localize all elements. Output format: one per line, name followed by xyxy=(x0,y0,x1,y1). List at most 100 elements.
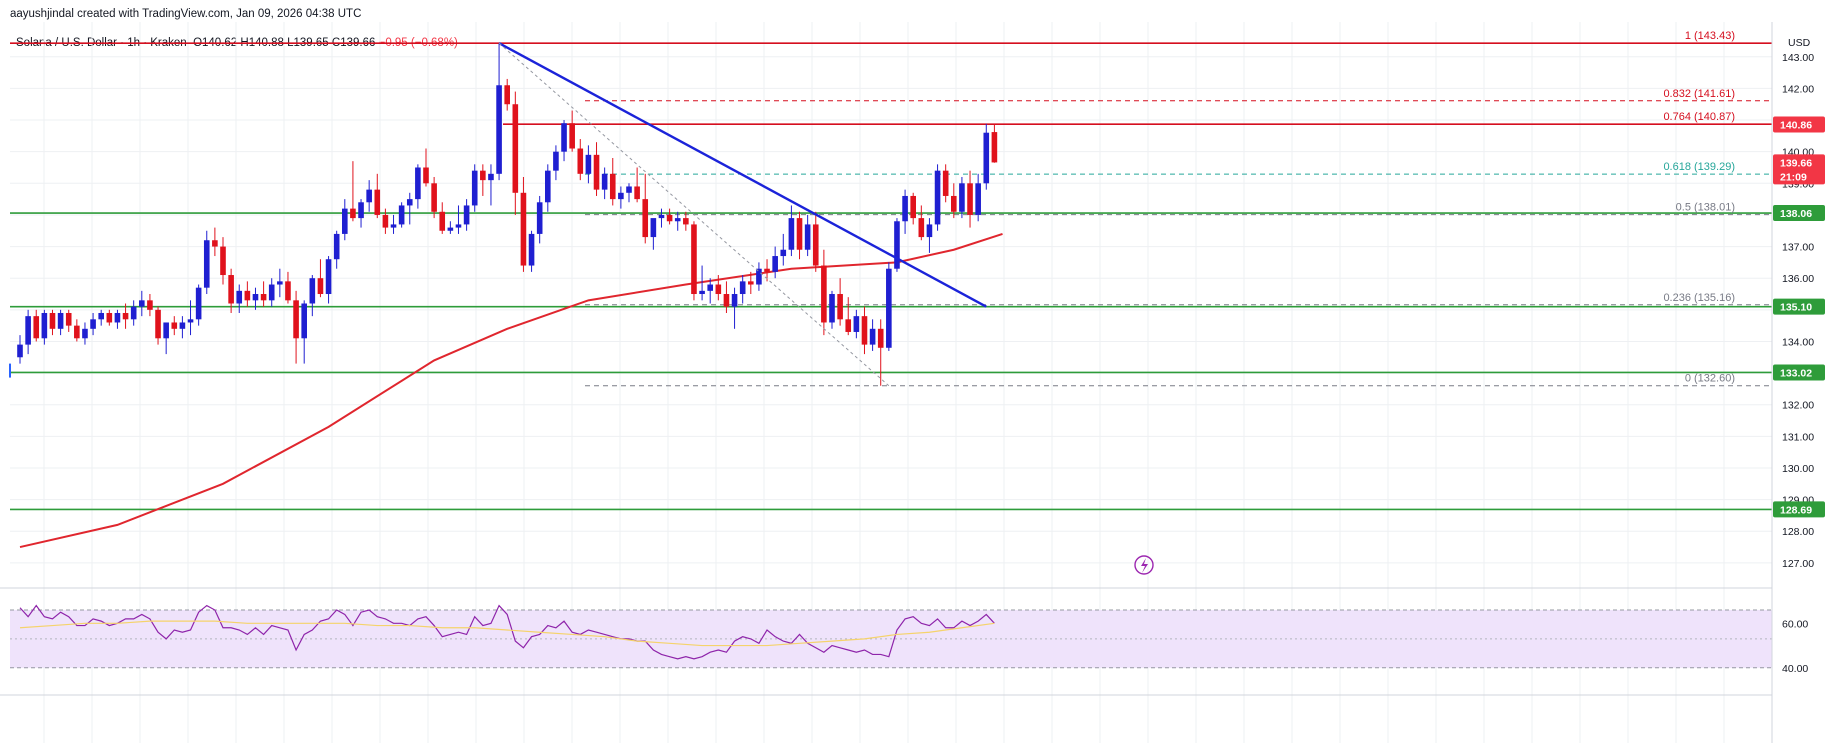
candle-body xyxy=(886,268,892,348)
candle-body xyxy=(861,316,868,345)
y-tick-label: 136.00 xyxy=(1782,273,1814,285)
candle-body xyxy=(666,214,673,222)
candle-body xyxy=(447,227,454,231)
candle-body xyxy=(951,195,957,212)
rsi-line xyxy=(19,604,995,660)
candle-body xyxy=(33,316,40,339)
candle-body xyxy=(626,186,632,193)
candle-body xyxy=(25,316,31,345)
candle-body xyxy=(520,192,527,266)
y-tick-label: 132.00 xyxy=(1782,400,1814,412)
candle-body xyxy=(553,151,559,171)
candle-body xyxy=(98,312,104,320)
fib-level-label: 0.764 (140.87) xyxy=(1663,111,1735,123)
candle-body xyxy=(480,170,486,181)
candle-body xyxy=(804,224,811,250)
candle-body xyxy=(57,312,64,329)
candle-body xyxy=(877,328,884,348)
fib-diagonal-line xyxy=(498,42,890,387)
y-tick-label: 128.00 xyxy=(1782,526,1814,538)
fib-level-label: 0.618 (139.29) xyxy=(1663,161,1735,173)
candle-body xyxy=(406,199,413,206)
misc-marks xyxy=(9,363,1154,575)
price-tag xyxy=(1773,501,1825,518)
candle-body xyxy=(179,322,186,329)
candle-body xyxy=(333,233,340,260)
candle-body xyxy=(293,300,299,339)
candle-body xyxy=(82,328,88,339)
candle-body xyxy=(504,85,510,105)
candle-body xyxy=(228,275,234,304)
candle-body xyxy=(642,199,649,238)
price-tag-label: 128.69 xyxy=(1780,504,1812,516)
candle-body xyxy=(739,281,746,295)
candle-body xyxy=(715,284,722,295)
candle-body xyxy=(593,154,600,190)
candle-body xyxy=(683,218,689,225)
candle-body xyxy=(342,208,348,234)
candle-body xyxy=(699,290,705,295)
candle-body xyxy=(577,148,584,174)
y-tick-label: 137.00 xyxy=(1782,242,1814,254)
candle-body xyxy=(918,218,925,238)
y-tick-label: 127.00 xyxy=(1782,558,1814,570)
candle-body xyxy=(910,195,916,219)
fib-level-label: 0 (132.60) xyxy=(1685,373,1735,385)
candle-body xyxy=(390,224,397,228)
candle-body xyxy=(366,189,372,203)
price-tags: 140.86 139.66 21:09 138.06 135.10 133.02 128.6… xyxy=(1773,116,1825,518)
candle-body xyxy=(512,104,519,193)
candle-body xyxy=(114,312,121,323)
candle-body xyxy=(772,256,778,272)
candle-body xyxy=(203,240,210,288)
candle-body xyxy=(845,319,852,332)
candle-body xyxy=(942,170,949,196)
candle-body xyxy=(821,265,827,323)
y-tick-label: 134.00 xyxy=(1782,336,1814,348)
price-tag xyxy=(1773,298,1825,315)
candle-body xyxy=(260,294,267,301)
candles xyxy=(17,43,998,386)
candle-body xyxy=(650,218,657,238)
candle-body xyxy=(609,173,616,200)
candle-body xyxy=(268,284,275,301)
candle-body xyxy=(130,306,137,320)
candle-body xyxy=(439,211,446,231)
price-tag-label: 139.66 xyxy=(1780,157,1812,169)
fib-level-label: 0.236 (135.16) xyxy=(1663,292,1735,304)
candle-body xyxy=(569,123,575,149)
candle-body xyxy=(423,167,429,184)
candle-body xyxy=(220,246,226,276)
candle-body xyxy=(934,170,941,225)
candle-body xyxy=(723,294,730,307)
trend-line xyxy=(498,42,987,308)
candle-body xyxy=(496,85,502,174)
candle-body xyxy=(991,132,998,163)
lightning-icon xyxy=(1134,555,1154,575)
candle-body xyxy=(252,294,259,301)
candle-body xyxy=(122,312,129,320)
candle-body xyxy=(236,290,243,304)
candle-body xyxy=(634,186,640,200)
candle-body xyxy=(301,303,307,339)
candle-body xyxy=(285,281,291,301)
candle-body xyxy=(187,319,194,323)
rsi-tick-label: 60.00 xyxy=(1782,618,1808,630)
candle-body xyxy=(812,224,819,266)
fib-level-label: 0.832 (141.61) xyxy=(1663,88,1735,100)
rsi-pane: 60.00 40.00 xyxy=(0,587,1808,696)
fib-level-label: 1 (143.43) xyxy=(1685,30,1735,42)
candle-body xyxy=(325,259,332,295)
candle-body xyxy=(869,328,876,345)
candle-body xyxy=(536,202,543,234)
candle-body xyxy=(561,123,567,152)
candle-body xyxy=(585,154,592,174)
rsi-ma-line xyxy=(19,620,995,647)
candle-body xyxy=(17,344,23,358)
price-tag-countdown: 21:09 xyxy=(1780,171,1807,183)
candle-body xyxy=(731,294,738,307)
trend-line xyxy=(498,42,987,387)
candle-body xyxy=(382,214,389,228)
candle-body xyxy=(358,202,364,219)
